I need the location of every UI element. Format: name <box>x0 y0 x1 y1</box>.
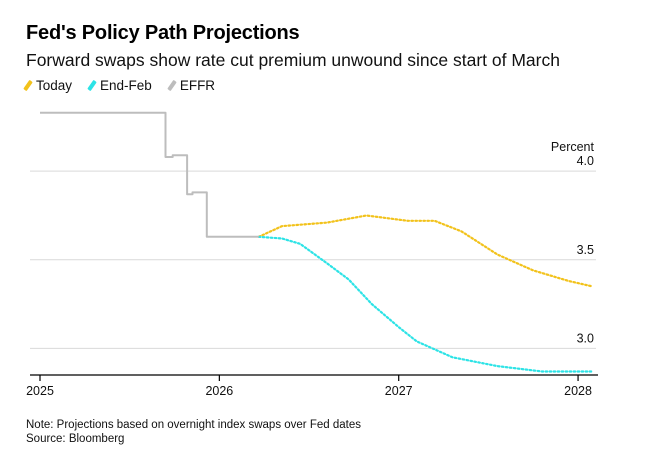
chart-footnote: Note: Projections based on overnight ind… <box>26 418 361 446</box>
x-tick-label: 2025 <box>26 384 54 398</box>
y-tick-label: 3.5 <box>577 243 594 257</box>
y-tick-label: 4.0 <box>577 154 594 168</box>
chart-subtitle: Forward swaps show rate cut premium unwo… <box>26 50 560 70</box>
x-tick-label: 2028 <box>564 384 592 398</box>
series-line-today <box>257 214 594 288</box>
footnote-note: Note: Projections based on overnight ind… <box>26 419 361 431</box>
series-line-effr <box>40 111 259 238</box>
x-tick-label: 2026 <box>205 384 233 398</box>
series-line-end-feb <box>257 235 594 373</box>
legend-item-effr: EFFR <box>167 78 216 93</box>
x-tick-label: 2027 <box>385 384 413 398</box>
y-axis-label: Percent <box>551 140 595 154</box>
legend-label-today: Today <box>36 78 73 93</box>
legend-item-today: Today <box>23 78 73 93</box>
legend-item-end-feb: End-Feb <box>87 78 152 93</box>
footnote-source: Source: Bloomberg <box>26 433 125 445</box>
legend-label-end-feb: End-Feb <box>100 78 152 93</box>
y-tick-label: 3.0 <box>577 331 594 345</box>
legend: Today End-Feb EFFR <box>23 78 216 93</box>
chart-title: Fed's Policy Path Projections <box>26 22 300 44</box>
legend-label-effr: EFFR <box>179 78 216 93</box>
